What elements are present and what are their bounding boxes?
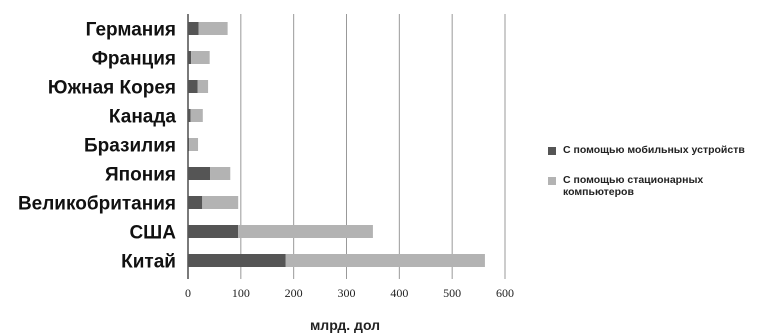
bar-desktop	[189, 138, 199, 151]
bar-mobile	[188, 167, 211, 180]
category-label: Китай	[121, 252, 176, 273]
bar-mobile	[188, 196, 203, 209]
legend-swatch-desktop	[548, 177, 556, 185]
legend-label-mobile: С помощью мобильных устройств	[563, 144, 745, 156]
legend-label-desktop: С помощью стационарных компьютеров	[563, 174, 704, 198]
x-tick-label: 600	[496, 286, 514, 300]
x-tick-label: 200	[285, 286, 303, 300]
bar-mobile	[188, 51, 192, 64]
category-labels: Германия Франция Южная Корея Канада Бразилия…	[18, 20, 176, 273]
bar-desktop	[191, 51, 210, 64]
bars	[188, 22, 485, 267]
category-label: Бразилия	[84, 136, 176, 157]
bar-mobile	[188, 109, 191, 122]
legend: С помощью мобильных устройств С помощью …	[548, 144, 758, 216]
category-label: Германия	[86, 20, 176, 41]
legend-swatch-mobile	[548, 147, 556, 155]
category-label: Канада	[109, 107, 176, 128]
bar-mobile	[188, 22, 199, 35]
bar-mobile	[188, 225, 239, 238]
x-tick-labels: 0 100 200 300 400 500 600	[185, 286, 514, 300]
bar-desktop	[285, 254, 485, 267]
bar-mobile	[188, 80, 198, 93]
bar-mobile	[188, 138, 190, 151]
x-tick-label: 400	[390, 286, 408, 300]
bar-desktop	[190, 109, 203, 122]
category-label: Великобритания	[18, 194, 176, 215]
bar-desktop	[202, 196, 239, 209]
legend-item-desktop: С помощью стационарных компьютеров	[548, 174, 758, 198]
bar-desktop	[198, 22, 228, 35]
x-tick-label: 0	[185, 286, 191, 300]
bar-mobile	[188, 254, 286, 267]
category-label: Южная Корея	[48, 78, 176, 99]
x-tick-label: 100	[232, 286, 250, 300]
bar-desktop	[210, 167, 231, 180]
gridlines	[187, 14, 506, 279]
x-tick-label: 300	[338, 286, 356, 300]
bar-desktop	[238, 225, 373, 238]
category-label: Франция	[92, 49, 176, 70]
x-tick-label: 500	[443, 286, 461, 300]
category-label: Япония	[105, 165, 176, 186]
legend-item-mobile: С помощью мобильных устройств	[548, 144, 758, 156]
category-label: США	[129, 223, 176, 244]
x-axis-label: млрд. дол	[310, 317, 380, 333]
bar-desktop	[197, 80, 209, 93]
